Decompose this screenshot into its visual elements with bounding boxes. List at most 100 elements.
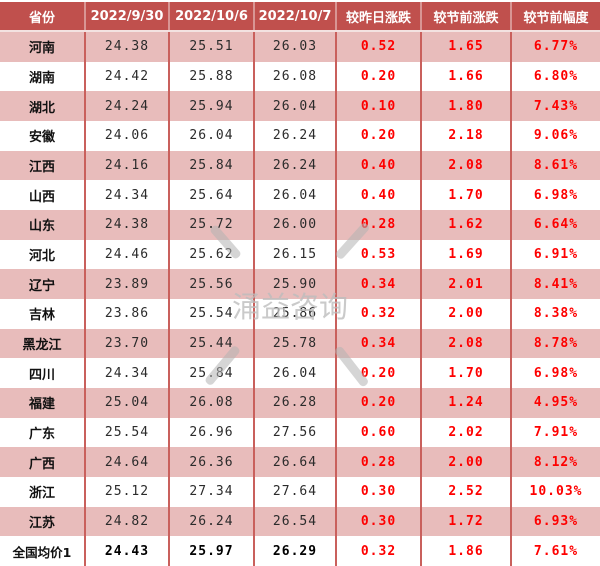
cell-change: 8.78%	[533, 336, 579, 352]
table-row: 江西 24.16 25.84 26.24 0.40 2.08 8.61%	[0, 150, 600, 181]
cell-province: 全国均价1	[0, 536, 86, 566]
cell-price: 26.08	[170, 388, 255, 418]
cell-change: 8.61%	[533, 158, 579, 174]
cell-province: 安徽	[0, 121, 86, 151]
table-row: 全国均价1 24.43 25.97 26.29 0.32 1.86 7.61%	[0, 536, 600, 566]
header-cell-date-2: 2022/10/6	[170, 2, 255, 30]
cell-change: 2.08	[422, 150, 512, 181]
cell-province: 广东	[0, 417, 86, 448]
header-cell-preholiday-pct: 较节前幅度	[523, 10, 589, 26]
cell-price: 23.70	[86, 328, 170, 359]
cell-change: 0.40	[337, 150, 422, 181]
cell-price: 26.29	[255, 536, 337, 566]
cell-province: 山西	[0, 180, 86, 211]
cell-change: 8.41%	[533, 276, 579, 292]
cell-change: 1.80	[422, 91, 512, 122]
cell-price: 26.04	[255, 91, 337, 122]
cell-change: 0.28	[337, 447, 422, 478]
cell-price: 25.97	[170, 536, 255, 566]
cell-change: 10.03%	[529, 484, 583, 500]
cell-price: 24.06	[86, 121, 170, 151]
cell-price: 26.15	[255, 239, 337, 270]
cell-change: 0.30	[337, 506, 422, 537]
cell-change: 0.10	[337, 91, 422, 122]
table-row: 山西 24.34 25.64 26.04 0.40 1.70 6.98%	[0, 180, 600, 211]
cell-change: 0.32	[337, 299, 422, 329]
cell-price: 24.64	[86, 447, 170, 478]
cell-change: 1.66	[422, 61, 512, 92]
cell-change: 2.01	[422, 269, 512, 300]
cell-price: 24.43	[86, 536, 170, 566]
cell-price: 25.12	[86, 477, 170, 507]
cell-price: 25.51	[170, 32, 255, 62]
cell-price: 26.28	[255, 388, 337, 418]
header-cell-day-change: 较昨日涨跌	[337, 2, 422, 30]
table-row: 吉林 23.86 25.54 25.86 0.32 2.00 8.38%	[0, 299, 600, 329]
cell-change: 2.52	[422, 477, 512, 507]
cell-price: 24.34	[86, 180, 170, 211]
cell-price: 25.90	[255, 269, 337, 300]
cell-change: 2.02	[422, 417, 512, 448]
table-row: 山东 24.38 25.72 26.00 0.28 1.62 6.64%	[0, 210, 600, 240]
cell-price: 25.56	[170, 269, 255, 300]
cell-province: 湖北	[0, 91, 86, 122]
cell-price: 25.86	[255, 299, 337, 329]
cell-province: 江苏	[0, 506, 86, 537]
cell-price: 24.42	[86, 61, 170, 92]
cell-change: 7.91%	[533, 425, 579, 441]
cell-price: 26.03	[255, 32, 337, 62]
cell-price: 26.36	[170, 447, 255, 478]
cell-price: 27.56	[255, 417, 337, 448]
cell-change: 1.24	[422, 388, 512, 418]
cell-province: 四川	[0, 358, 86, 389]
cell-province: 黑龙江	[0, 328, 86, 359]
cell-price: 23.86	[86, 299, 170, 329]
cell-change: 6.98%	[533, 365, 579, 381]
cell-change: 2.08	[422, 328, 512, 359]
cell-change: 6.93%	[533, 514, 579, 530]
cell-change: 2.00	[422, 447, 512, 478]
cell-change: 0.20	[337, 61, 422, 92]
table-row: 湖北 24.24 25.94 26.04 0.10 1.80 7.43%	[0, 91, 600, 122]
cell-price: 24.38	[86, 210, 170, 240]
cell-change: 6.64%	[533, 217, 579, 233]
cell-province: 浙江	[0, 477, 86, 507]
cell-change: 0.20	[337, 388, 422, 418]
cell-price: 26.04	[170, 121, 255, 151]
cell-price: 24.16	[86, 150, 170, 181]
cell-change: 6.91%	[533, 247, 579, 263]
cell-price: 25.94	[170, 91, 255, 122]
cell-change: 1.86	[422, 536, 512, 566]
table-row: 河北 24.46 25.62 26.15 0.53 1.69 6.91%	[0, 239, 600, 270]
header-cell-preholiday-change: 较节前涨跌	[422, 2, 512, 30]
cell-change: 8.12%	[533, 454, 579, 470]
table-row: 安徽 24.06 26.04 26.24 0.20 2.18 9.06%	[0, 121, 600, 151]
cell-province: 辽宁	[0, 269, 86, 300]
table-header-row: 省份 2022/9/30 2022/10/6 2022/10/7 较昨日涨跌 较…	[0, 2, 600, 32]
table-row: 广西 24.64 26.36 26.64 0.28 2.00 8.12%	[0, 447, 600, 478]
cell-price: 25.64	[170, 180, 255, 211]
header-cell-province: 省份	[0, 2, 86, 30]
cell-price: 23.89	[86, 269, 170, 300]
cell-price: 26.24	[170, 506, 255, 537]
cell-change: 8.38%	[533, 306, 579, 322]
cell-price: 24.46	[86, 239, 170, 270]
cell-change: 1.65	[422, 32, 512, 62]
cell-price: 26.00	[255, 210, 337, 240]
cell-change: 9.06%	[533, 128, 579, 144]
cell-change: 7.61%	[533, 543, 579, 559]
cell-change: 0.40	[337, 180, 422, 211]
cell-change: 1.69	[422, 239, 512, 270]
cell-price: 25.78	[255, 328, 337, 359]
cell-province: 江西	[0, 150, 86, 181]
cell-change: 2.18	[422, 121, 512, 151]
cell-province: 福建	[0, 388, 86, 418]
cell-price: 26.04	[255, 358, 337, 389]
cell-price: 26.64	[255, 447, 337, 478]
cell-change: 0.30	[337, 477, 422, 507]
cell-change: 1.72	[422, 506, 512, 537]
table-row: 江苏 24.82 26.24 26.54 0.30 1.72 6.93%	[0, 506, 600, 537]
cell-price: 26.24	[255, 150, 337, 181]
table-row: 四川 24.34 25.84 26.04 0.20 1.70 6.98%	[0, 358, 600, 389]
